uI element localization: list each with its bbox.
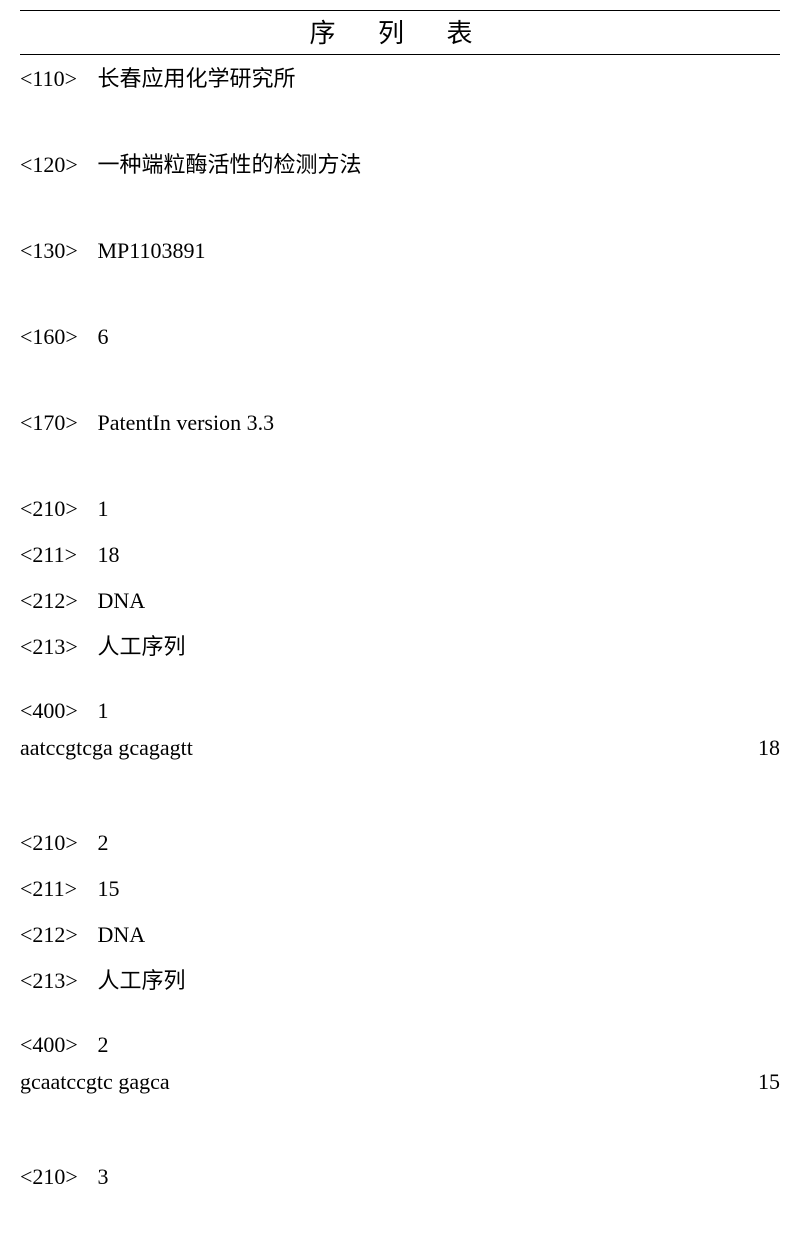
seq2-sequence-line: gcaatccgtc gagca 15	[20, 1069, 780, 1095]
seq1-length-tag: <211>	[20, 533, 92, 577]
seq-count-tag: <160>	[20, 315, 92, 359]
seq1-organism-tag: <213>	[20, 625, 92, 669]
applicant-tag: <110>	[20, 57, 92, 101]
seq1-seqtag-tag: <400>	[20, 689, 92, 733]
seq3-id-line: <210> 3	[20, 1155, 780, 1199]
seq-count-line: <160> 6	[20, 315, 780, 359]
applicant-value: 长春应用化学研究所	[98, 66, 296, 91]
software-value: PatentIn version 3.3	[98, 410, 275, 435]
seq1-id-value: 1	[98, 496, 109, 521]
seq2-seqtag-line: <400> 2	[20, 1023, 780, 1067]
seq1-moltype-line: <212> DNA	[20, 579, 780, 623]
software-line: <170> PatentIn version 3.3	[20, 401, 780, 445]
seq1-id-line: <210> 1	[20, 487, 780, 531]
seq2-id-tag: <210>	[20, 821, 92, 865]
file-ref-tag: <130>	[20, 229, 92, 273]
seq2-moltype-line: <212> DNA	[20, 913, 780, 957]
seq2-length-line: <211> 15	[20, 867, 780, 911]
seq1-organism-value: 人工序列	[98, 634, 186, 659]
invention-title-tag: <120>	[20, 143, 92, 187]
seq1-moltype-value: DNA	[98, 588, 146, 613]
seq1-sequence-line: aatccgtcga gcagagtt 18	[20, 735, 780, 761]
seq1-length-value: 18	[98, 542, 120, 567]
seq1-id-tag: <210>	[20, 487, 92, 531]
file-ref-value: MP1103891	[98, 238, 206, 263]
seq1-moltype-tag: <212>	[20, 579, 92, 623]
invention-title-value: 一种端粒酶活性的检测方法	[98, 152, 362, 177]
seq2-organism-line: <213> 人工序列	[20, 959, 780, 1003]
seq2-length-tag: <211>	[20, 867, 92, 911]
seq2-moltype-value: DNA	[98, 922, 146, 947]
seq3-id-tag: <210>	[20, 1155, 92, 1199]
seq1-seqtag-line: <400> 1	[20, 689, 780, 733]
seq1-length-line: <211> 18	[20, 533, 780, 577]
applicant-line: <110> 长春应用化学研究所	[20, 57, 780, 101]
seq2-length-value: 15	[98, 876, 120, 901]
page-title: 序 列 表	[20, 10, 780, 55]
file-ref-line: <130> MP1103891	[20, 229, 780, 273]
invention-title-line: <120> 一种端粒酶活性的检测方法	[20, 143, 780, 187]
seq2-id-line: <210> 2	[20, 821, 780, 865]
sequence-listing-page: 序 列 表 <110> 长春应用化学研究所 <120> 一种端粒酶活性的检测方法…	[0, 0, 800, 1239]
seq2-id-value: 2	[98, 830, 109, 855]
seq2-organism-tag: <213>	[20, 959, 92, 1003]
seq1-seqtag-value: 1	[98, 698, 109, 723]
seq1-organism-line: <213> 人工序列	[20, 625, 780, 669]
software-tag: <170>	[20, 401, 92, 445]
seq2-seqtag-value: 2	[98, 1032, 109, 1057]
seq2-moltype-tag: <212>	[20, 913, 92, 957]
seq2-organism-value: 人工序列	[98, 968, 186, 993]
seq2-sequence: gcaatccgtc gagca	[20, 1069, 170, 1095]
seq-count-value: 6	[98, 324, 109, 349]
seq2-seqtag-tag: <400>	[20, 1023, 92, 1067]
seq2-seqlen: 15	[758, 1069, 780, 1095]
seq1-seqlen: 18	[758, 735, 780, 761]
seq1-sequence: aatccgtcga gcagagtt	[20, 735, 193, 761]
seq3-id-value: 3	[98, 1164, 109, 1189]
